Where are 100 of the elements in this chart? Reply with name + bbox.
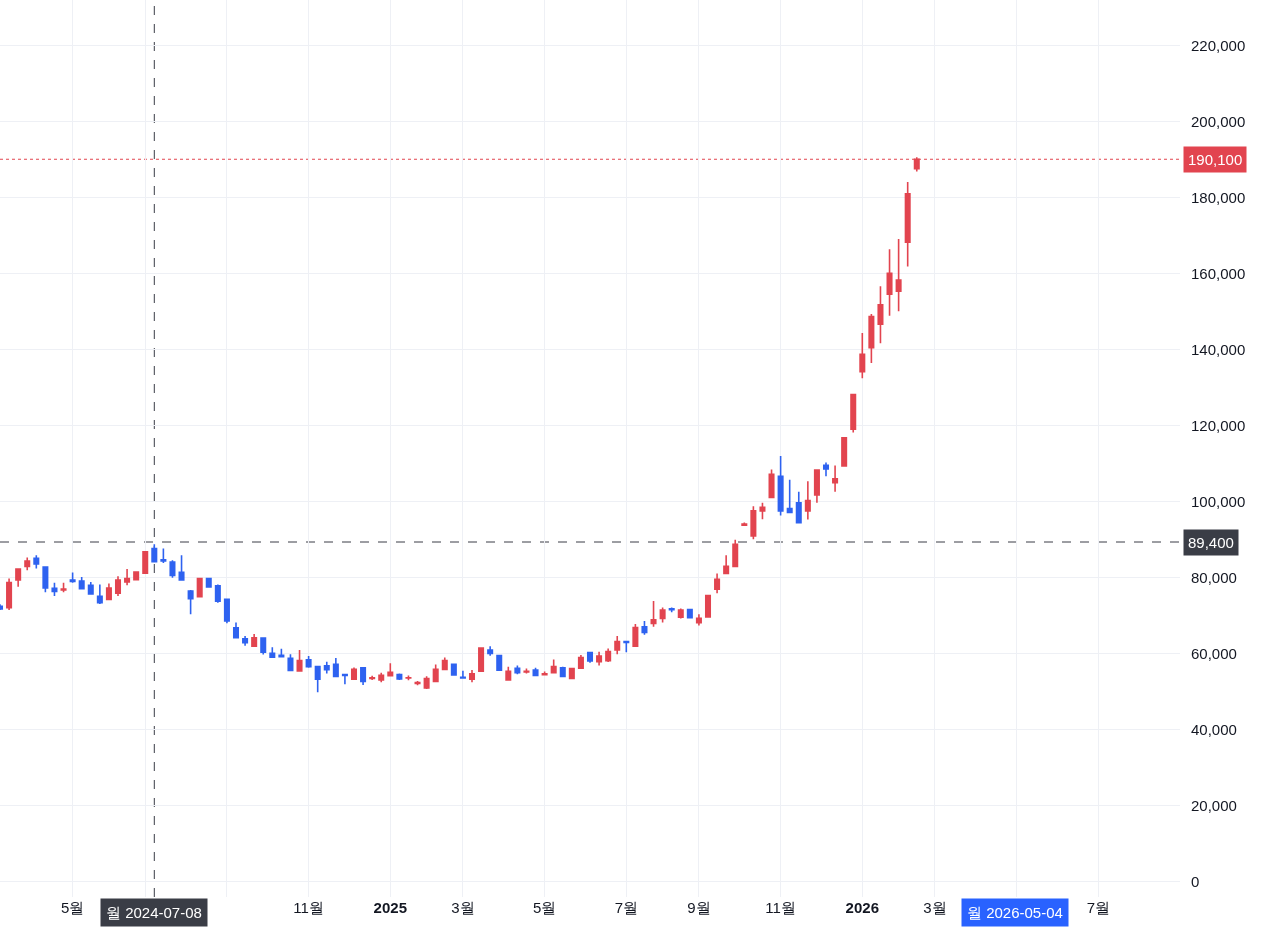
candlestick	[314, 665, 321, 693]
candlestick	[505, 665, 512, 682]
candlestick	[242, 635, 249, 647]
y-tick-label: 180,000	[1191, 188, 1246, 206]
candlestick	[296, 649, 303, 673]
y-tick-label: 20,000	[1191, 797, 1237, 815]
candlestick	[133, 570, 140, 581]
candlestick	[260, 636, 267, 656]
y-tick-label: 140,000	[1191, 340, 1246, 358]
y-tick-label: 160,000	[1191, 264, 1246, 282]
candlestick	[813, 468, 820, 504]
candlestick	[269, 646, 276, 659]
candlestick	[577, 654, 584, 670]
candlestick	[160, 547, 167, 564]
candlestick	[732, 538, 739, 568]
candlestick	[605, 647, 612, 663]
candlestick	[323, 660, 330, 675]
candlestick	[868, 313, 875, 364]
candlestick	[877, 285, 884, 345]
candlestick	[60, 581, 67, 593]
candlestick	[205, 576, 212, 589]
candlestick	[305, 655, 312, 669]
candlestick	[6, 577, 13, 611]
y-tick-label: 220,000	[1191, 36, 1246, 54]
candlestick	[69, 571, 76, 584]
x-tick-label: 11월	[293, 899, 324, 916]
candlestick	[96, 583, 103, 605]
candlestick	[459, 670, 466, 680]
candlestick	[341, 673, 348, 685]
candlestick	[559, 665, 566, 679]
x-tick-label: 9월	[687, 899, 711, 916]
text: 월 2026-05-04	[967, 904, 1063, 921]
candlestick	[33, 554, 40, 570]
candlestick	[87, 581, 94, 596]
candlestick	[841, 436, 848, 468]
candlestick	[378, 671, 385, 684]
candlestick	[496, 654, 503, 672]
candlestick	[741, 521, 748, 527]
candlestick	[768, 468, 775, 500]
x-tick-label: 7월	[614, 899, 638, 916]
candlestick	[859, 332, 866, 379]
candlestick	[695, 613, 702, 627]
candlestick	[151, 543, 158, 564]
candlestick	[187, 589, 194, 616]
candlestick	[623, 640, 630, 654]
candlestick	[795, 491, 802, 524]
y-tick-label: 120,000	[1191, 416, 1246, 434]
candlestick	[532, 667, 539, 677]
ref-line-label: 190,100	[1188, 151, 1243, 168]
x-tick-label: 3월	[451, 899, 475, 916]
candlestick	[777, 455, 784, 517]
candlestick	[714, 572, 721, 595]
x-tick-label: 7월	[1086, 899, 1110, 916]
candlestick	[178, 554, 185, 582]
candlestick	[142, 550, 149, 575]
x-tick-label: 11월	[765, 899, 796, 916]
y-tick-label: 100,000	[1191, 492, 1246, 510]
candlestick	[659, 606, 666, 624]
x-tick-label: 3월	[923, 899, 947, 916]
candlestick	[650, 600, 657, 628]
y-tick-label: 0	[1191, 873, 1200, 891]
candlestick	[114, 575, 122, 597]
candlestick	[759, 502, 766, 520]
candlestick	[904, 181, 911, 268]
candlestick	[895, 238, 902, 313]
candlestick	[223, 597, 230, 625]
candlestick	[677, 607, 684, 620]
candlestick	[886, 248, 893, 317]
candlestick	[641, 620, 648, 636]
ref-line-label: 월 2024-07-08	[106, 904, 202, 921]
candlestick	[686, 608, 693, 619]
candlestick	[750, 505, 757, 541]
candlestick	[786, 478, 793, 514]
candlestick	[42, 565, 49, 593]
candlestick	[169, 559, 176, 579]
candlestick	[614, 635, 621, 655]
y-tick-label: 80,000	[1191, 568, 1237, 586]
candlestick	[568, 667, 575, 680]
candlestick	[632, 623, 639, 648]
candlestick	[396, 672, 403, 681]
candlestick	[850, 393, 857, 434]
candlestick	[105, 582, 112, 601]
candlestick	[360, 666, 367, 686]
candlestick	[832, 464, 839, 493]
candlestick	[704, 594, 712, 619]
candlestick	[723, 554, 730, 576]
y-tick-label: 40,000	[1191, 721, 1237, 739]
ref-line-label: 89,400	[1188, 534, 1234, 551]
candlestick	[468, 669, 476, 684]
candlestick	[550, 658, 557, 675]
candlestick	[423, 675, 430, 690]
candlestick	[78, 576, 85, 591]
x-tick-label: 5월	[532, 899, 557, 916]
candlestick	[350, 666, 358, 681]
candlestick	[523, 667, 530, 675]
candlestick	[15, 567, 22, 588]
candlestick	[487, 645, 494, 657]
candlestick	[804, 480, 811, 521]
x-tick-label: 2026	[845, 899, 879, 916]
candlestick	[124, 568, 131, 587]
